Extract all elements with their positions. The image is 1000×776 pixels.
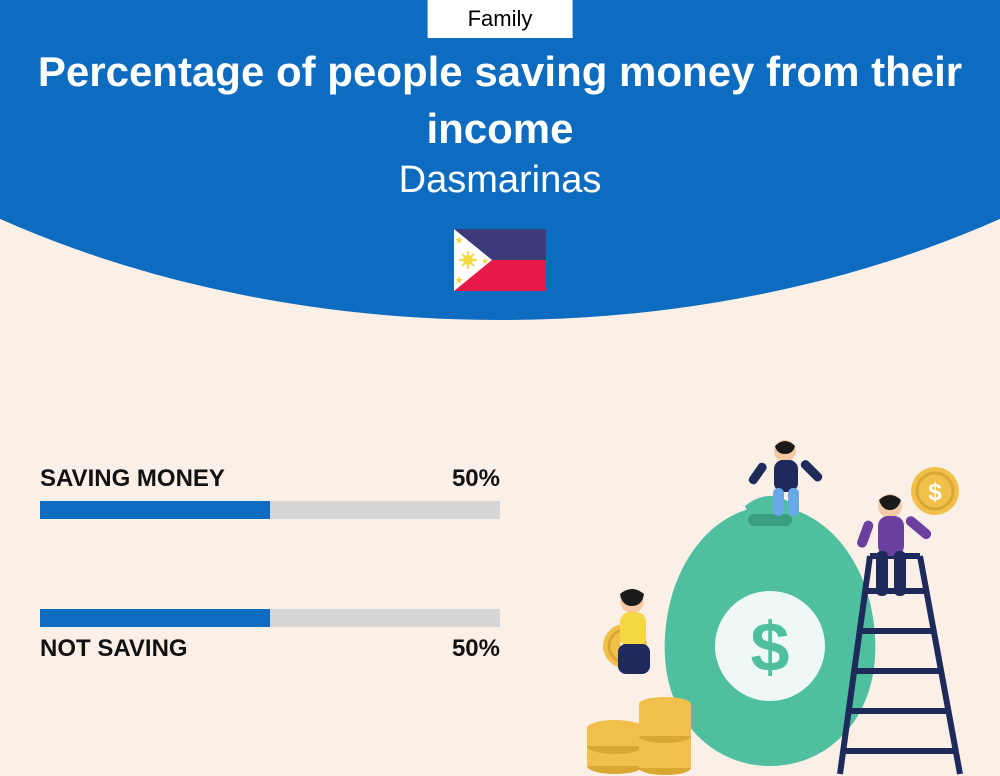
coin-stack-icon [587, 697, 691, 775]
page-subtitle: Dasmarinas [0, 159, 1000, 202]
svg-text:$: $ [751, 608, 790, 686]
bar-track [40, 609, 500, 627]
bar-value: 50% [452, 635, 500, 663]
bar-group-not-saving: NOT SAVING 50% [40, 609, 500, 663]
person-sitting-icon: $ [603, 589, 650, 674]
bar-label: NOT SAVING [40, 635, 188, 663]
bars-container: SAVING MONEY 50% NOT SAVING 50% [40, 465, 500, 753]
svg-text:$: $ [928, 479, 942, 506]
bar-track [40, 501, 500, 519]
bar-group-saving: SAVING MONEY 50% [40, 465, 500, 519]
money-saving-illustration: $ $ [570, 436, 970, 776]
bar-fill [40, 609, 270, 627]
category-badge: Family [428, 0, 573, 38]
bar-fill [40, 501, 270, 519]
page-title: Percentage of people saving money from t… [0, 44, 1000, 157]
bar-value: 50% [452, 465, 500, 493]
philippines-flag-icon [454, 229, 546, 291]
bar-label: SAVING MONEY [40, 465, 225, 493]
person-on-ladder-icon: $ [856, 467, 959, 596]
